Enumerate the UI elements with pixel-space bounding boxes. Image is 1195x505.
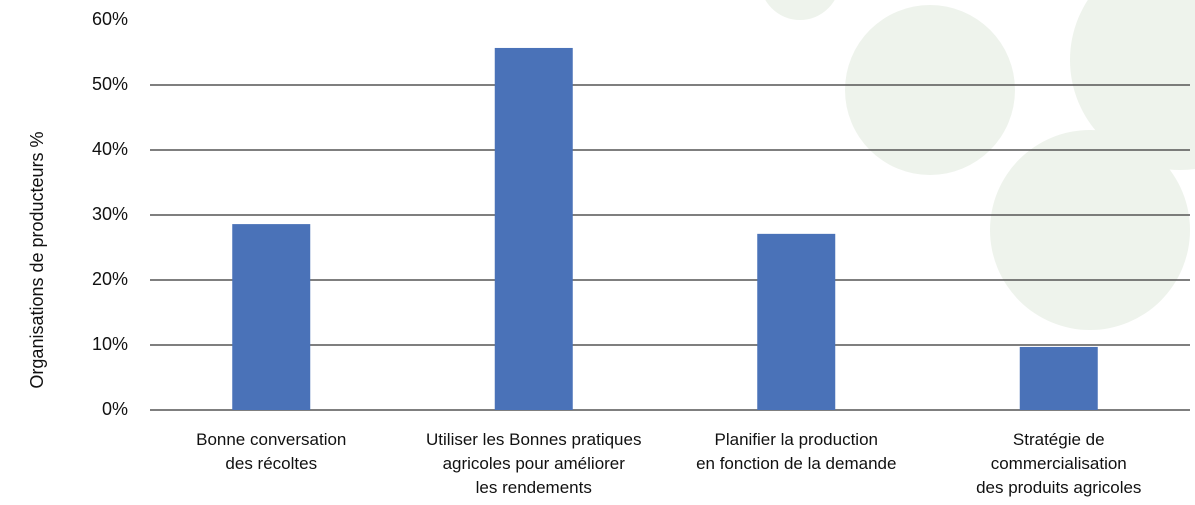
y-tick-label: 60% [92,9,128,29]
x-tick-label: Planifier la production en fonction de l… [696,430,897,473]
x-tick-label: Bonne conversation des récoltes [196,430,347,473]
y-tick-label: 30% [92,204,128,224]
y-tick-label: 40% [92,139,128,159]
y-axis-label: Organisations de producteurs % [27,131,47,388]
x-tick-label: Stratégie de commercialisation des produ… [976,430,1142,497]
x-tick-label: Utiliser les Bonnes pratiques agricoles … [426,430,642,497]
bar [757,233,836,410]
y-tick-label: 10% [92,334,128,354]
bar [232,224,311,410]
y-tick-label: 50% [92,74,128,94]
y-tick-label: 0% [102,399,128,419]
bar [1019,346,1098,410]
bar [494,47,573,410]
y-tick-label: 20% [92,269,128,289]
